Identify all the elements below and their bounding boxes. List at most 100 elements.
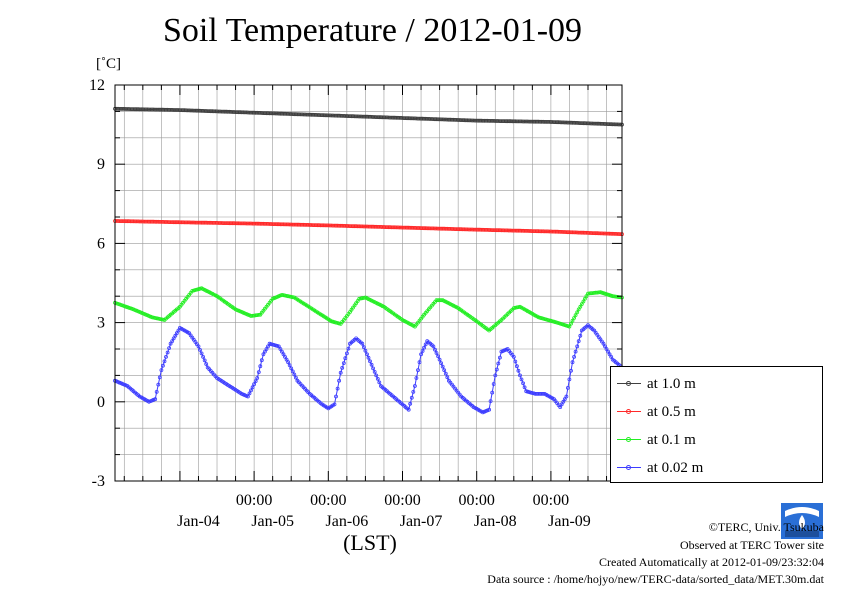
data-point (569, 321, 573, 326)
data-point (201, 354, 206, 359)
legend-item-1.0m: at 1.0 m (617, 374, 696, 394)
data-point (290, 295, 295, 300)
series-lines (113, 106, 624, 415)
data-point (334, 394, 338, 399)
data-point (245, 394, 250, 399)
data-point (363, 348, 368, 353)
data-point (576, 307, 581, 312)
data-point (490, 390, 495, 395)
data-point (572, 316, 576, 320)
data-point (408, 401, 413, 406)
data-point (493, 373, 498, 378)
data-point (262, 349, 267, 354)
x-tick-label: 00:00 (533, 492, 569, 509)
data-point (250, 385, 255, 390)
data-point (573, 349, 578, 354)
x-tick-label: 00:00 (236, 492, 272, 509)
y-tick-label: 0 (97, 394, 105, 411)
data-point (443, 371, 448, 376)
data-point (286, 360, 291, 365)
series-at-0.02-m (113, 323, 624, 415)
data-point (168, 341, 173, 346)
data-point (369, 362, 374, 367)
data-point (249, 388, 253, 393)
legend-label: at 0.5 m (647, 403, 696, 420)
data-point (607, 352, 612, 357)
data-point (437, 357, 442, 362)
data-point (266, 344, 270, 349)
data-point (420, 349, 425, 353)
data-point (198, 347, 202, 352)
data-point (153, 397, 158, 402)
data-point (276, 344, 281, 349)
plot-frame (114, 84, 623, 482)
data-point (343, 356, 348, 361)
data-point (247, 391, 252, 396)
data-point (439, 361, 444, 366)
data-point (416, 368, 420, 373)
data-point (167, 346, 172, 351)
data-point (252, 382, 257, 387)
data-point (434, 351, 439, 355)
data-point (290, 369, 295, 374)
data-point (283, 354, 287, 359)
grid-lines (115, 84, 622, 482)
chart-title: Soil Temperature / 2012-01-09 (162, 12, 583, 49)
axis-ticks: -3 0 3 6 9 12 00:00 00:00 00:00 00:00 00:00 Jan-04 J… (89, 77, 622, 530)
data-point (566, 385, 570, 390)
data-point (573, 313, 578, 318)
data-point (417, 360, 422, 365)
data-point (372, 369, 377, 374)
data-point (414, 376, 419, 380)
data-point (521, 381, 525, 386)
x-tick-label: 00:00 (458, 492, 494, 509)
data-point (570, 318, 575, 323)
data-point (293, 375, 298, 380)
credit-observed: Observed at TERC Tower site (679, 538, 824, 552)
data-point (160, 363, 165, 368)
data-point (292, 372, 297, 377)
data-point (258, 364, 263, 369)
data-point (433, 347, 437, 352)
data-point (256, 312, 261, 317)
data-point (164, 354, 168, 359)
x-date-label: Jan-06 (326, 513, 369, 530)
legend-item-0.5m: at 0.5 m (617, 402, 696, 422)
data-point (436, 354, 441, 359)
legend-item-0.1m: at 0.1 m (617, 430, 696, 450)
credit-created: Created Automatically at 2012-01-09/23:3… (599, 555, 824, 569)
series-at-1.0-m (113, 106, 624, 127)
data-point (344, 351, 349, 356)
data-point (162, 359, 167, 364)
data-point (584, 294, 589, 299)
x-date-label: Jan-09 (548, 513, 591, 530)
data-point (423, 342, 428, 347)
data-point (604, 347, 609, 351)
y-tick-label: 9 (97, 156, 105, 173)
data-point (154, 389, 159, 394)
data-point (174, 331, 179, 336)
data-point (159, 368, 164, 373)
data-point (562, 397, 567, 402)
legend-label: at 0.02 m (647, 459, 704, 476)
x-axis-title: (LST) (343, 530, 397, 555)
data-point (601, 341, 606, 346)
data-point (609, 354, 614, 359)
data-point (579, 302, 584, 307)
data-point (338, 370, 343, 375)
credit-source: Data source : /home/hojyo/new/TERC-data/… (487, 572, 824, 586)
data-point (256, 370, 261, 375)
data-point (578, 333, 583, 338)
data-point (170, 339, 175, 344)
data-point (497, 355, 502, 360)
data-point (366, 355, 371, 360)
data-point (422, 345, 427, 350)
data-point (487, 407, 492, 412)
data-point (564, 394, 569, 399)
data-point (279, 349, 284, 354)
data-point (581, 299, 586, 304)
data-point (377, 380, 382, 385)
data-point (491, 382, 496, 386)
data-point (575, 344, 580, 349)
